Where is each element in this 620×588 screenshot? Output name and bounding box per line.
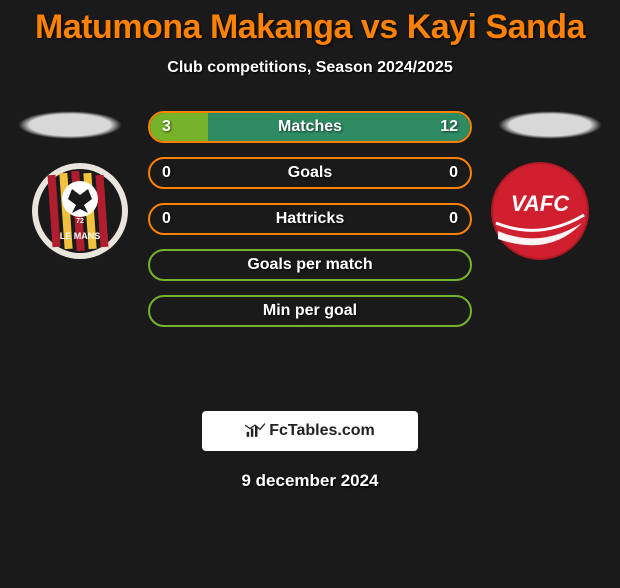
stat-value-left: 0 <box>162 164 171 182</box>
stat-label: Matches <box>278 118 342 136</box>
player2-pedestal-shadow <box>498 111 602 139</box>
stat-row: Goals per match <box>148 249 472 281</box>
stat-row: 3 Matches 12 <box>148 111 472 143</box>
club-crest-right: VAFC <box>490 161 590 261</box>
player2-name: Kayi Sanda <box>407 8 585 46</box>
le-mans-crest-icon: 72 LE MANS <box>30 161 130 261</box>
stat-value-left: 3 <box>162 118 171 136</box>
club-crest-left: 72 LE MANS <box>30 161 130 261</box>
stat-label: Goals per match <box>247 256 372 274</box>
svg-text:VAFC: VAFC <box>511 191 570 216</box>
stat-fill-left <box>150 113 208 141</box>
player1-name: Matumona Makanga <box>35 8 352 46</box>
attribution-text: FcTables.com <box>269 422 375 440</box>
stat-value-right: 12 <box>440 118 458 136</box>
svg-text:72: 72 <box>76 218 84 225</box>
date-text: 9 december 2024 <box>10 471 610 491</box>
stat-value-right: 0 <box>449 210 458 228</box>
page-title: Matumona Makanga vs Kayi Sanda <box>10 8 610 47</box>
stat-value-left: 0 <box>162 210 171 228</box>
stat-value-right: 0 <box>449 164 458 182</box>
stat-label: Min per goal <box>263 302 357 320</box>
comparison-stage: 72 LE MANS VAFC 3 Matches 12 0 Goals 0 0 Hattri… <box>10 105 610 405</box>
subtitle: Club competitions, Season 2024/2025 <box>10 59 610 77</box>
player1-pedestal-shadow <box>18 111 122 139</box>
svg-text:LE MANS: LE MANS <box>60 231 101 241</box>
attribution-badge: FcTables.com <box>202 411 418 451</box>
stat-label: Hattricks <box>276 210 344 228</box>
stat-label: Goals <box>288 164 332 182</box>
stat-row: 0 Hattricks 0 <box>148 203 472 235</box>
bar-chart-icon <box>245 423 265 439</box>
vafc-crest-icon: VAFC <box>490 161 590 261</box>
stat-rows: 3 Matches 12 0 Goals 0 0 Hattricks 0 Goals per ma… <box>148 111 472 327</box>
vs-text: vs <box>361 8 398 46</box>
stat-row: 0 Goals 0 <box>148 157 472 189</box>
stat-row: Min per goal <box>148 295 472 327</box>
